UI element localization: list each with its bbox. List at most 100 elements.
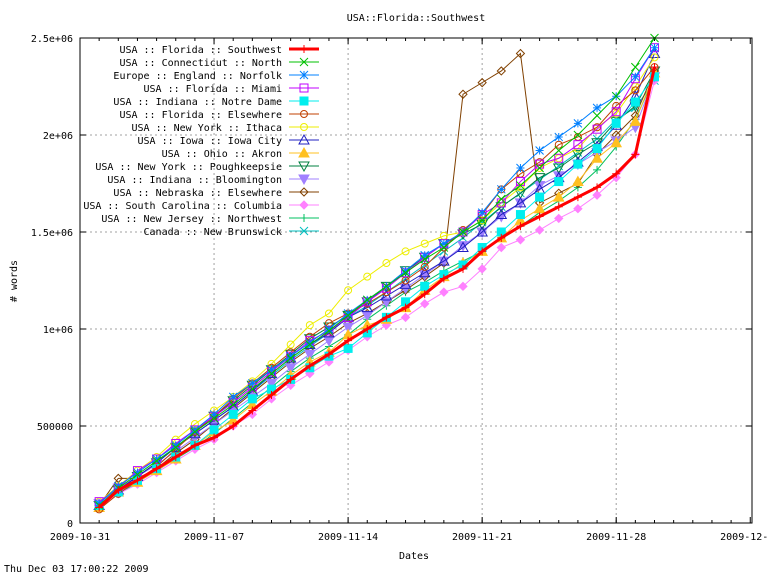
plus-marker <box>573 193 582 202</box>
y-tick-label: 0 <box>67 519 73 530</box>
circle-marker <box>478 216 487 225</box>
legend-entry: USA :: Indiana :: Bloomington <box>107 174 319 186</box>
legend-label: USA :: New York :: Ithaca <box>131 123 282 134</box>
y-tick-label: 1.5e+06 <box>31 228 73 239</box>
filled-box-marker <box>343 343 353 353</box>
star-marker <box>299 70 309 80</box>
filled-box-marker <box>554 177 564 187</box>
circle-marker <box>363 272 372 281</box>
circle-marker <box>305 321 314 330</box>
filled-inverted-triangle-marker <box>284 363 297 374</box>
filled-box-marker <box>515 210 525 220</box>
y-tick-label: 1e+06 <box>43 325 73 336</box>
x-marker <box>247 384 257 394</box>
x-marker <box>190 427 200 437</box>
filled-diamond-marker <box>419 299 430 309</box>
legend-entry: Europe :: England :: Norfolk <box>113 70 319 82</box>
circle-marker <box>344 286 353 295</box>
legend-label: USA :: Connecticut :: North <box>119 58 282 69</box>
plus-marker <box>133 476 142 485</box>
x-marker <box>401 268 410 278</box>
inverted-triangle-marker <box>514 188 527 200</box>
inverted-triangle-marker <box>298 161 310 173</box>
box-marker <box>592 124 602 134</box>
series-group <box>93 33 661 514</box>
plus-marker <box>363 325 372 333</box>
x-marker <box>305 340 315 349</box>
x-tick-label: 2009-11-21 <box>452 532 512 543</box>
plus-marker <box>382 313 391 322</box>
filled-box-marker <box>630 97 640 107</box>
plus-marker <box>612 169 621 178</box>
filled-triangle-marker <box>298 146 310 158</box>
legend-entry: USA :: New Jersey :: Northwest <box>101 214 319 225</box>
filled-box-marker <box>573 159 583 169</box>
legend-label: USA :: Florida :: Elsewhere <box>119 110 282 121</box>
triangle-marker <box>399 278 412 289</box>
filled-triangle-marker <box>572 175 584 187</box>
inverted-triangle-marker <box>533 173 546 184</box>
star-marker <box>630 72 640 82</box>
plus-marker <box>114 486 123 495</box>
x-marker <box>267 369 276 378</box>
triangle-marker <box>418 266 431 278</box>
star-marker <box>420 250 430 260</box>
plus-marker <box>324 350 333 359</box>
star-marker <box>516 163 525 173</box>
box-marker <box>299 83 309 93</box>
x-marker <box>611 91 621 101</box>
x-marker <box>382 281 391 291</box>
star-marker <box>554 132 564 142</box>
x-tick-label: 2009-12-05 <box>720 532 768 543</box>
x-marker <box>209 413 219 423</box>
legend-label: USA :: New York :: Poughkeepsie <box>95 162 282 173</box>
star-marker <box>305 338 315 347</box>
diamond-marker <box>515 48 526 59</box>
star-marker <box>133 468 142 477</box>
diamond-marker <box>299 187 309 197</box>
star-marker <box>190 425 200 435</box>
filled-diamond-marker <box>496 242 507 253</box>
filled-diamond-marker <box>458 281 468 292</box>
x-marker <box>420 254 430 264</box>
diamond-marker <box>458 89 468 99</box>
plus-marker <box>210 433 219 442</box>
filled-box-marker <box>611 118 621 128</box>
plus-marker <box>248 406 257 415</box>
legend-label: USA :: Indiana :: Notre Dame <box>113 97 282 108</box>
x-marker <box>458 227 468 237</box>
chart-title: USA::Florida::Southwest <box>347 13 485 24</box>
x-marker <box>286 353 296 363</box>
filled-diamond-marker <box>592 190 602 200</box>
plus-marker <box>420 290 429 299</box>
box-marker <box>611 107 621 117</box>
inverted-triangle-marker <box>552 163 565 175</box>
plus-marker <box>650 63 659 72</box>
star-marker <box>209 410 219 419</box>
x-axis-label: Dates <box>399 551 429 562</box>
circle-marker <box>554 140 563 149</box>
triangle-marker <box>457 241 469 253</box>
star-marker <box>401 266 410 276</box>
x-tick-label: 2009-10-31 <box>50 532 110 543</box>
triangle-marker <box>495 208 508 220</box>
x-tick-label: 2009-11-14 <box>318 532 378 543</box>
star-marker <box>228 392 238 402</box>
plus-marker <box>305 361 314 370</box>
plus-marker <box>593 165 602 174</box>
diamond-marker <box>477 77 487 88</box>
filled-box-marker <box>228 409 238 419</box>
plus-marker <box>439 274 448 283</box>
legend-entry: USA :: Indiana :: Notre Dame <box>113 96 319 108</box>
box-marker <box>573 140 583 150</box>
star-marker <box>152 454 161 464</box>
legend-entry: USA :: New York :: Ithaca <box>131 123 319 134</box>
legend-label: USA :: South Carolina :: Columbia <box>83 201 282 212</box>
legend-entry: USA :: Connecticut :: North <box>119 57 319 69</box>
legend-entry: USA :: Florida :: Elsewhere <box>119 110 319 121</box>
legend-label: USA :: Ohio :: Akron <box>162 149 282 160</box>
circle-marker <box>650 53 659 62</box>
legend-label: USA :: Florida :: Miami <box>144 84 282 95</box>
